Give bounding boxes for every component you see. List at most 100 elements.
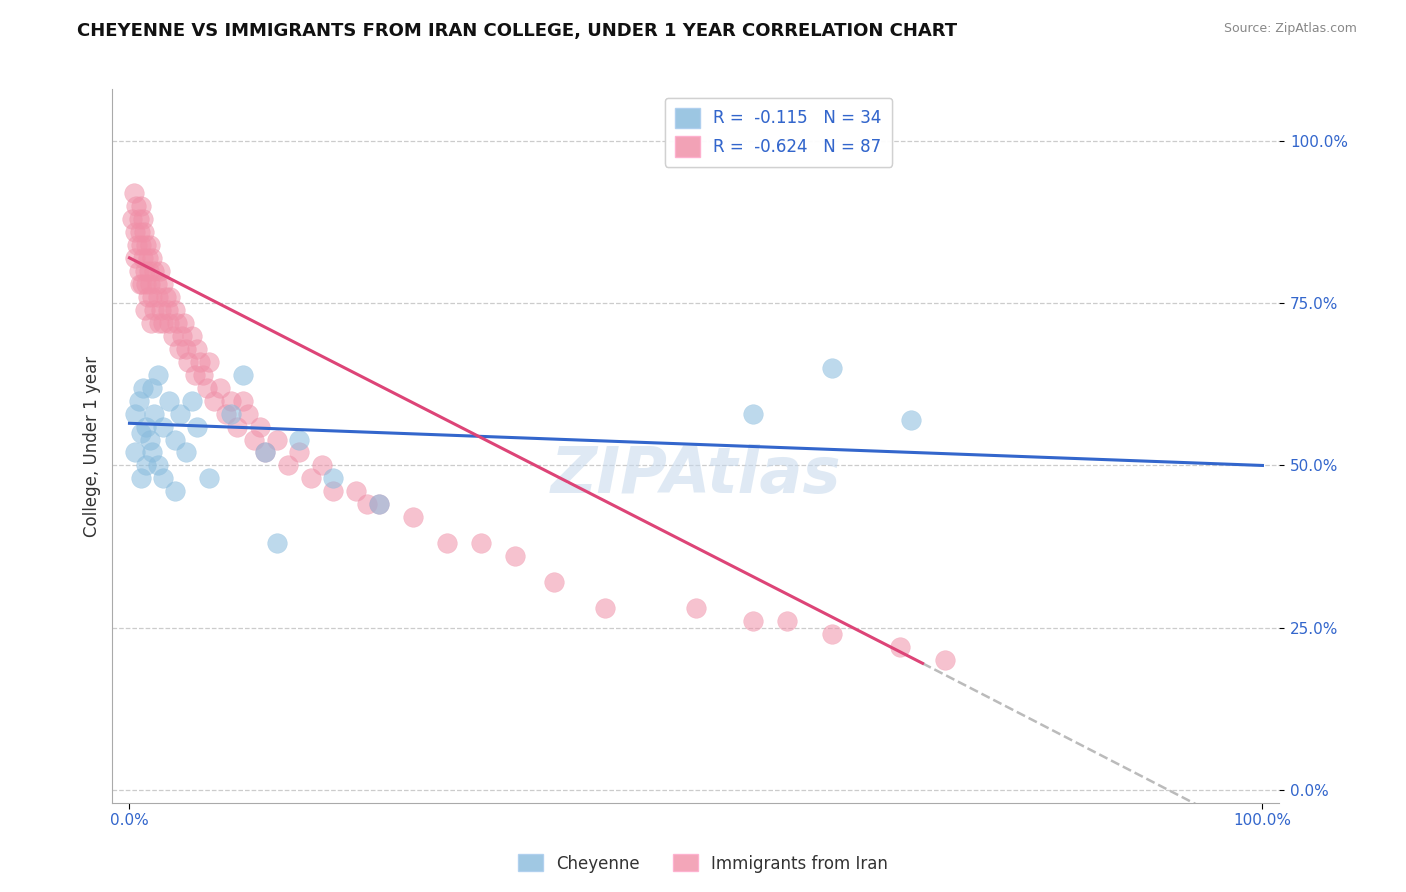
Point bbox=[135, 277, 157, 291]
Point bbox=[209, 381, 232, 395]
Point bbox=[127, 238, 149, 252]
Point bbox=[166, 316, 188, 330]
Point bbox=[221, 407, 243, 421]
Point bbox=[188, 354, 211, 368]
Point bbox=[135, 458, 157, 473]
Point bbox=[139, 433, 162, 447]
Point bbox=[139, 277, 162, 291]
Point bbox=[238, 407, 260, 421]
Point bbox=[148, 316, 170, 330]
Point bbox=[356, 497, 378, 511]
Point bbox=[159, 290, 181, 304]
Point bbox=[821, 361, 844, 376]
Point bbox=[129, 238, 152, 252]
Point bbox=[128, 264, 150, 278]
Point bbox=[177, 354, 200, 368]
Point bbox=[197, 471, 219, 485]
Point bbox=[122, 186, 145, 200]
Point bbox=[277, 458, 299, 473]
Point bbox=[143, 302, 166, 317]
Point bbox=[124, 445, 146, 459]
Point bbox=[162, 328, 184, 343]
Y-axis label: College, Under 1 year: College, Under 1 year bbox=[83, 355, 101, 537]
Point bbox=[132, 381, 155, 395]
Point bbox=[138, 264, 160, 278]
Point bbox=[249, 419, 271, 434]
Point bbox=[254, 445, 277, 459]
Point bbox=[180, 328, 202, 343]
Point bbox=[243, 433, 266, 447]
Point bbox=[141, 290, 163, 304]
Point bbox=[143, 407, 166, 421]
Point bbox=[197, 354, 219, 368]
Point bbox=[169, 342, 191, 356]
Point bbox=[900, 413, 922, 427]
Point bbox=[152, 471, 174, 485]
Point bbox=[135, 419, 157, 434]
Point bbox=[141, 381, 163, 395]
Point bbox=[124, 251, 146, 265]
Point bbox=[143, 264, 166, 278]
Point bbox=[470, 536, 492, 550]
Point bbox=[129, 425, 152, 440]
Point bbox=[128, 393, 150, 408]
Point bbox=[221, 393, 243, 408]
Point bbox=[226, 419, 249, 434]
Point bbox=[204, 393, 226, 408]
Point bbox=[128, 211, 150, 226]
Point bbox=[367, 497, 389, 511]
Point bbox=[595, 601, 617, 615]
Point bbox=[174, 342, 197, 356]
Point bbox=[934, 653, 956, 667]
Point bbox=[135, 238, 157, 252]
Point bbox=[125, 199, 148, 213]
Point bbox=[157, 316, 180, 330]
Point bbox=[741, 614, 763, 628]
Point bbox=[322, 484, 344, 499]
Point bbox=[139, 316, 162, 330]
Point bbox=[288, 433, 311, 447]
Point bbox=[141, 251, 163, 265]
Point bbox=[141, 445, 163, 459]
Point bbox=[124, 407, 146, 421]
Point bbox=[152, 419, 174, 434]
Point bbox=[232, 368, 254, 382]
Point bbox=[254, 445, 277, 459]
Text: CHEYENNE VS IMMIGRANTS FROM IRAN COLLEGE, UNDER 1 YEAR CORRELATION CHART: CHEYENNE VS IMMIGRANTS FROM IRAN COLLEGE… bbox=[77, 22, 957, 40]
Point bbox=[132, 251, 155, 265]
Point bbox=[741, 407, 763, 421]
Point bbox=[266, 536, 288, 550]
Point bbox=[150, 302, 173, 317]
Point bbox=[156, 302, 179, 317]
Point bbox=[344, 484, 367, 499]
Point bbox=[129, 471, 152, 485]
Point bbox=[184, 368, 207, 382]
Point bbox=[124, 225, 146, 239]
Point bbox=[685, 601, 707, 615]
Point bbox=[195, 381, 218, 395]
Point bbox=[266, 433, 288, 447]
Point bbox=[169, 407, 191, 421]
Point bbox=[134, 225, 156, 239]
Point bbox=[132, 211, 155, 226]
Point bbox=[163, 484, 186, 499]
Point bbox=[288, 445, 311, 459]
Point bbox=[186, 342, 208, 356]
Point bbox=[146, 368, 169, 382]
Point bbox=[402, 510, 425, 524]
Point bbox=[128, 225, 150, 239]
Text: ZIPAtlas: ZIPAtlas bbox=[551, 443, 841, 506]
Text: Source: ZipAtlas.com: Source: ZipAtlas.com bbox=[1223, 22, 1357, 36]
Point bbox=[146, 290, 169, 304]
Point bbox=[889, 640, 911, 654]
Point bbox=[173, 316, 195, 330]
Point bbox=[503, 549, 526, 564]
Point bbox=[145, 277, 167, 291]
Point bbox=[128, 277, 150, 291]
Point bbox=[232, 393, 254, 408]
Point bbox=[170, 328, 193, 343]
Point bbox=[299, 471, 322, 485]
Point bbox=[367, 497, 389, 511]
Point bbox=[121, 211, 143, 226]
Point bbox=[322, 471, 344, 485]
